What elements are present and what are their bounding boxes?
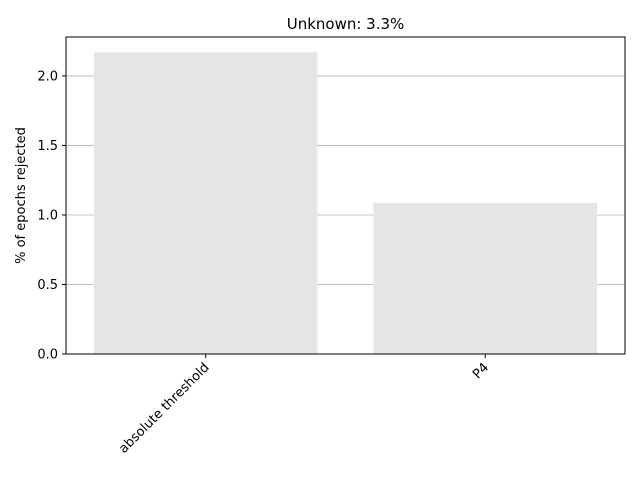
bars	[93, 52, 598, 355]
y-tick-label: 2.0	[37, 69, 58, 84]
y-axis-label: % of epochs rejected	[14, 127, 29, 264]
x-axis-ticks: absolute threshold P4	[116, 354, 492, 457]
y-axis-ticks: 0.0 0.5 1.0 1.5 2.0	[37, 69, 66, 363]
chart-title: Unknown: 3.3%	[287, 15, 405, 33]
y-tick-label: 0.5	[37, 278, 58, 293]
x-tick-label: P4	[470, 360, 492, 382]
bar	[373, 202, 598, 354]
plot-frame	[65, 36, 626, 355]
y-tick-label: 0.0	[37, 348, 58, 363]
y-tick-label: 1.5	[37, 139, 58, 154]
bar	[93, 52, 318, 355]
x-tick-label: absolute threshold	[116, 360, 212, 456]
y-tick-label: 1.0	[37, 208, 58, 223]
